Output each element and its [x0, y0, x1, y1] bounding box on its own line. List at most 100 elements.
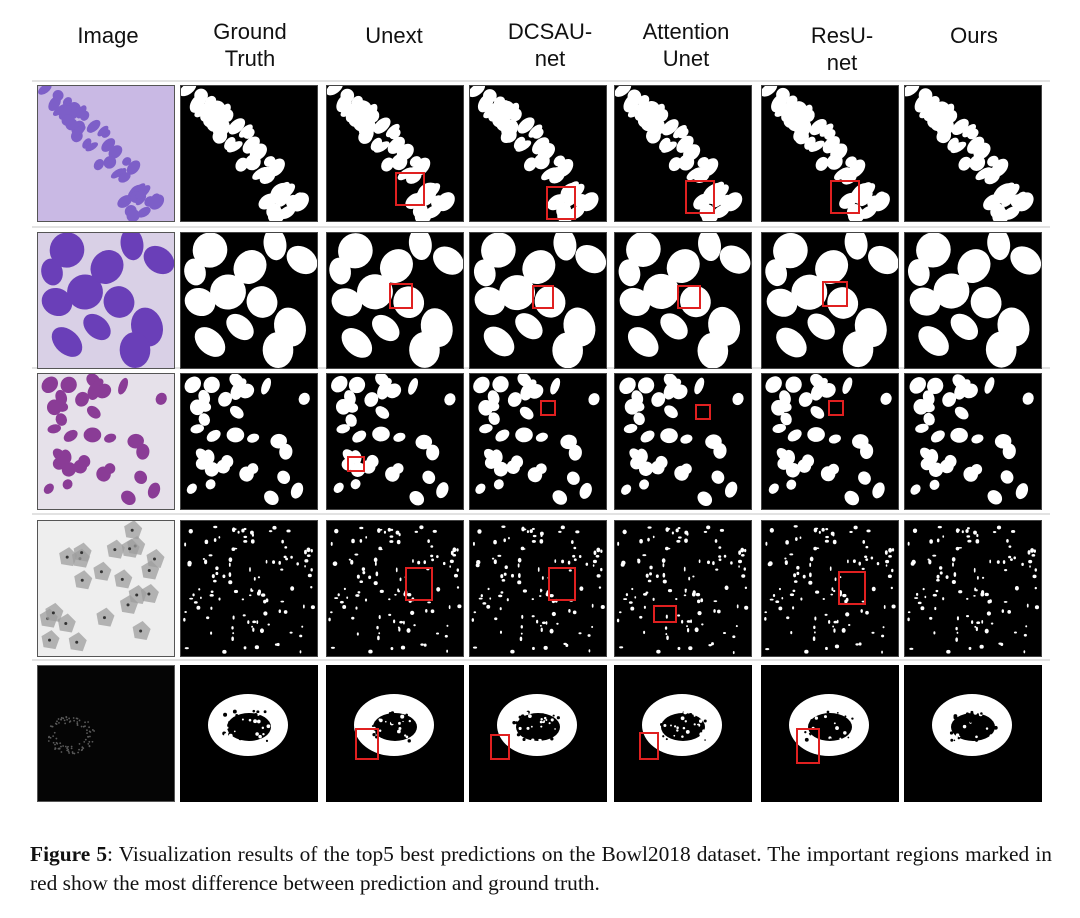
- column-header-resu-net: ResU- net: [810, 23, 874, 75]
- segmentation-mask: [904, 665, 1042, 802]
- segmentation-mask: [180, 85, 318, 222]
- tile-row1-image: [37, 85, 175, 222]
- tile-row2-attention-unet: [614, 232, 752, 369]
- row-divider: [32, 513, 1050, 515]
- segmentation-mask: [614, 373, 752, 510]
- tile-row4-dcsau-net: [469, 520, 607, 657]
- difference-highlight-box: [695, 404, 711, 420]
- difference-highlight-box: [389, 283, 413, 309]
- tile-row4-image: [37, 520, 175, 657]
- tile-row5-resu-net: [761, 665, 899, 802]
- segmentation-mask: [614, 520, 752, 657]
- tile-row1-unext: [326, 85, 464, 222]
- pink-scattered-cells-image: [37, 373, 175, 510]
- tile-row5-ours: [904, 665, 1042, 802]
- caption-text: : Visualization results of the top5 best…: [30, 842, 1052, 895]
- difference-highlight-box: [548, 567, 576, 601]
- difference-highlight-box: [540, 400, 556, 416]
- tile-row1-attention-unet: [614, 85, 752, 222]
- difference-highlight-box: [395, 172, 425, 206]
- tile-row1-ground-truth: [180, 85, 318, 222]
- difference-highlight-box: [796, 728, 820, 764]
- segmentation-mask: [761, 665, 899, 802]
- segmentation-mask: [614, 232, 752, 369]
- tile-row2-unext: [326, 232, 464, 369]
- gray-tissue-image: [37, 520, 175, 657]
- purple-large-nuclei-image: [37, 232, 175, 369]
- segmentation-mask: [469, 373, 607, 510]
- tile-row4-unext: [326, 520, 464, 657]
- segmentation-mask: [326, 373, 464, 510]
- tile-row5-ground-truth: [180, 665, 318, 802]
- difference-highlight-box: [653, 605, 677, 623]
- segmentation-mask: [326, 85, 464, 222]
- caption-label: Figure 5: [30, 842, 108, 866]
- difference-highlight-box: [490, 734, 510, 760]
- segmentation-mask: [469, 85, 607, 222]
- tile-row3-unext: [326, 373, 464, 510]
- purple-sparse-cell-image: [37, 85, 175, 222]
- tile-row3-dcsau-net: [469, 373, 607, 510]
- tile-row2-ours: [904, 232, 1042, 369]
- tile-row4-ours: [904, 520, 1042, 657]
- tile-row4-attention-unet: [614, 520, 752, 657]
- segmentation-mask: [761, 520, 899, 657]
- segmentation-mask: [180, 665, 318, 802]
- difference-highlight-box: [838, 571, 866, 605]
- tile-row1-ours: [904, 85, 1042, 222]
- tile-row3-ours: [904, 373, 1042, 510]
- column-header-ground-truth: Ground Truth: [213, 19, 287, 71]
- segmentation-mask: [761, 85, 899, 222]
- difference-highlight-box: [685, 180, 715, 214]
- difference-highlight-box: [355, 728, 379, 760]
- tile-row5-attention-unet: [614, 665, 752, 802]
- segmentation-mask: [761, 373, 899, 510]
- difference-highlight-box: [405, 567, 433, 601]
- segmentation-mask: [180, 520, 318, 657]
- segmentation-mask: [904, 373, 1042, 510]
- tile-row3-resu-net: [761, 373, 899, 510]
- tile-row3-ground-truth: [180, 373, 318, 510]
- row-divider: [32, 226, 1050, 228]
- column-header-dcsau-net: DCSAU- net: [507, 19, 593, 71]
- tile-row2-dcsau-net: [469, 232, 607, 369]
- segmentation-mask: [904, 232, 1042, 369]
- segmentation-mask: [761, 232, 899, 369]
- segmentation-mask: [614, 665, 752, 802]
- segmentation-mask: [326, 665, 464, 802]
- segmentation-mask: [469, 665, 607, 802]
- segmentation-mask: [614, 85, 752, 222]
- column-header-attention-unet: Attention Unet: [642, 19, 730, 71]
- tile-row5-image: [37, 665, 175, 802]
- segmentation-mask: [180, 373, 318, 510]
- difference-highlight-box: [677, 285, 701, 309]
- tile-row5-dcsau-net: [469, 665, 607, 802]
- tile-row1-dcsau-net: [469, 85, 607, 222]
- segmentation-mask: [469, 232, 607, 369]
- difference-highlight-box: [822, 281, 848, 307]
- difference-highlight-box: [546, 186, 576, 220]
- tile-row4-resu-net: [761, 520, 899, 657]
- difference-highlight-box: [532, 285, 554, 309]
- segmentation-mask: [180, 232, 318, 369]
- difference-highlight-box: [347, 456, 365, 472]
- tile-row4-ground-truth: [180, 520, 318, 657]
- tile-row5-unext: [326, 665, 464, 802]
- column-header-image: Image: [77, 23, 139, 48]
- segmentation-mask: [904, 85, 1042, 222]
- tile-row1-resu-net: [761, 85, 899, 222]
- segmentation-mask: [469, 520, 607, 657]
- figure-caption: Figure 5: Visualization results of the t…: [30, 840, 1052, 898]
- segmentation-mask: [326, 520, 464, 657]
- tile-row2-ground-truth: [180, 232, 318, 369]
- difference-highlight-box: [828, 400, 844, 416]
- column-header-ours: Ours: [950, 23, 998, 48]
- difference-highlight-box: [830, 180, 860, 214]
- tile-row2-resu-net: [761, 232, 899, 369]
- tile-row2-image: [37, 232, 175, 369]
- row-divider: [32, 659, 1050, 661]
- row-divider: [32, 80, 1050, 82]
- dark-fluorescence-ring-image: [37, 665, 175, 802]
- tile-row3-attention-unet: [614, 373, 752, 510]
